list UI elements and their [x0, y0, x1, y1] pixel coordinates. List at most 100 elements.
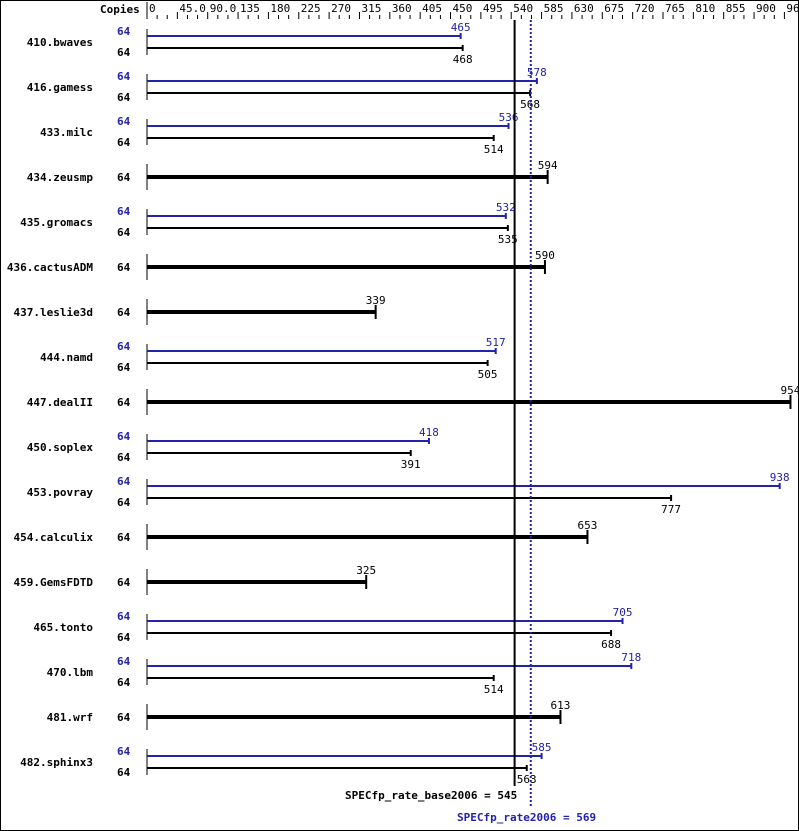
base-value-label: 339 [366, 294, 386, 307]
benchmark-name: 465.tonto [33, 621, 93, 634]
base-value-label: 535 [498, 233, 518, 246]
peak-copies: 64 [117, 205, 131, 218]
benchmark-name: 435.gromacs [20, 216, 93, 229]
benchmark-name: 459.GemsFDTD [14, 576, 94, 589]
benchmark-name: 447.dealII [27, 396, 93, 409]
tick-label: 720 [635, 2, 655, 15]
benchmark-name: 470.lbm [47, 666, 94, 679]
tick-label: 960 [786, 2, 799, 15]
base-value-label: 590 [535, 249, 555, 262]
base-value-label: 688 [601, 638, 621, 651]
base-copies: 64 [117, 496, 131, 509]
base-copies: 64 [117, 171, 131, 184]
base-copies: 64 [117, 531, 131, 544]
benchmark-row: 465.tonto 64 64 705 688 [33, 606, 632, 651]
base-copies: 64 [117, 676, 131, 689]
peak-value-label: 517 [486, 336, 506, 349]
base-value-label: 505 [478, 368, 498, 381]
benchmark-row: 410.bwaves 64 64 465 468 [27, 21, 473, 66]
tick-label: 810 [695, 2, 715, 15]
peak-copies: 64 [117, 340, 131, 353]
peak-metric-label: SPECfp_rate2006 = 569 [457, 811, 596, 824]
benchmark-name: 444.namd [40, 351, 93, 364]
tick-label: 270 [331, 2, 351, 15]
peak-copies: 64 [117, 475, 131, 488]
benchmark-row: 436.cactusADM 64 590 [7, 249, 555, 280]
benchmark-row: 434.zeusmp 64 594 [27, 159, 558, 190]
tick-label: 405 [422, 2, 442, 15]
tick-label: 180 [270, 2, 290, 15]
base-copies: 64 [117, 576, 131, 589]
benchmark-row: 433.milc 64 64 536 514 [40, 111, 518, 156]
benchmark-row: 437.leslie3d 64 339 [14, 294, 386, 325]
benchmark-name: 454.calculix [14, 531, 94, 544]
benchmark-rows: 410.bwaves6464465468416.gamess6464578568… [7, 21, 799, 786]
tick-label: 450 [453, 2, 473, 15]
benchmark-row: 459.GemsFDTD 64 325 [14, 564, 376, 595]
benchmark-name: 434.zeusmp [27, 171, 94, 184]
base-value-label: 563 [517, 773, 537, 786]
benchmark-row: 444.namd 64 64 517 505 [40, 336, 506, 381]
peak-copies: 64 [117, 115, 131, 128]
tick-label: 900 [756, 2, 776, 15]
tick-label: 540 [513, 2, 533, 15]
peak-value-label: 536 [499, 111, 519, 124]
base-value-label: 514 [484, 143, 504, 156]
base-copies: 64 [117, 261, 131, 274]
benchmark-row: 450.soplex 64 64 418 391 [27, 426, 439, 471]
base-value-label: 468 [453, 53, 473, 66]
benchmark-name: 436.cactusADM [7, 261, 93, 274]
peak-copies: 64 [117, 430, 131, 443]
tick-label: 0 [149, 2, 156, 15]
base-value-label: 594 [538, 159, 558, 172]
benchmark-row: 453.povray 64 64 938 777 [27, 471, 790, 516]
copies-header: Copies [100, 3, 140, 16]
tick-label: 765 [665, 2, 685, 15]
base-value-label: 613 [551, 699, 571, 712]
benchmark-name: 433.milc [40, 126, 93, 139]
base-copies: 64 [117, 396, 131, 409]
base-metric-label: SPECfp_rate_base2006 = 545 [345, 789, 517, 802]
tick-label: 585 [544, 2, 564, 15]
reference-lines [513, 20, 532, 808]
base-value-label: 954 [781, 384, 799, 397]
base-copies: 64 [117, 306, 131, 319]
tick-label: 45.0 [179, 2, 206, 15]
tick-label: 630 [574, 2, 594, 15]
peak-copies: 64 [117, 655, 131, 668]
peak-copies: 64 [117, 25, 131, 38]
base-copies: 64 [117, 361, 131, 374]
peak-value-label: 705 [613, 606, 633, 619]
peak-value-label: 465 [451, 21, 471, 34]
base-value-label: 325 [356, 564, 376, 577]
tick-label: 135 [240, 2, 260, 15]
peak-value-label: 418 [419, 426, 439, 439]
tick-label: 495 [483, 2, 503, 15]
base-value-label: 653 [578, 519, 598, 532]
base-value-label: 777 [661, 503, 681, 516]
peak-copies: 64 [117, 70, 131, 83]
benchmark-name: 416.gamess [27, 81, 93, 94]
base-copies: 64 [117, 766, 131, 779]
base-copies: 64 [117, 631, 131, 644]
base-copies: 64 [117, 226, 131, 239]
base-value-label: 514 [484, 683, 504, 696]
benchmark-name: 481.wrf [47, 711, 93, 724]
x-axis: 0 45.0 90.0 135 180 225 270 315 360 405 450 495 540 5… [146, 2, 799, 19]
tick-label: 90.0 [210, 2, 237, 15]
benchmark-row: 447.dealII 64 954 [27, 384, 799, 415]
benchmark-row: 416.gamess6464578568 [27, 66, 547, 111]
tick-label: 225 [301, 2, 321, 15]
base-copies: 64 [117, 711, 131, 724]
benchmark-row: 481.wrf 64 613 [47, 699, 571, 730]
peak-value-label: 585 [532, 741, 552, 754]
peak-value-label: 532 [496, 201, 516, 214]
base-copies: 64 [117, 91, 131, 104]
peak-value-label: 718 [621, 651, 641, 664]
benchmark-name: 410.bwaves [27, 36, 93, 49]
peak-value-label: 578 [527, 66, 547, 79]
tick-label: 855 [726, 2, 746, 15]
tick-label: 360 [392, 2, 412, 15]
base-copies: 64 [117, 451, 131, 464]
